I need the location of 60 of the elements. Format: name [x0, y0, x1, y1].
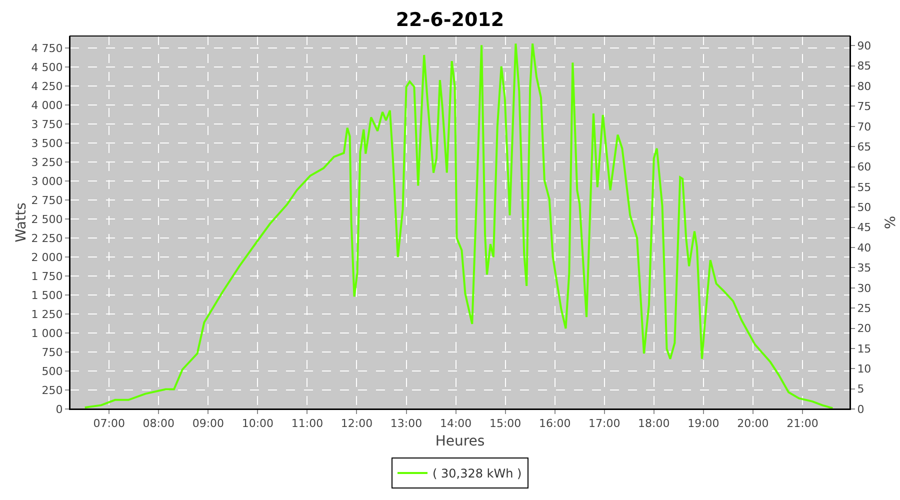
y-tick-label: 2 250: [31, 232, 63, 245]
x-tick-label: 08:00: [142, 417, 174, 430]
y2-tick-label: 70: [857, 120, 872, 134]
y2-tick-label: 35: [857, 262, 872, 275]
x-tick-label: 11:00: [291, 417, 324, 430]
y-axis-title: Watts: [13, 202, 30, 242]
y-tick-label: 2 750: [31, 194, 63, 207]
y-tick-label: 4 250: [31, 80, 63, 93]
x-tick-label: 18:00: [638, 417, 670, 430]
y-tick-label: 1 250: [31, 308, 63, 321]
y2-tick-label: 90: [857, 40, 872, 53]
y2-tick-label: 25: [857, 302, 872, 315]
y-tick-label: 750: [42, 346, 63, 359]
y2-tick-label: 85: [857, 60, 872, 73]
y2-tick-label: 45: [857, 221, 872, 234]
y-tick-label: 4 000: [31, 98, 63, 112]
x-tick-label: 15:00: [489, 417, 522, 430]
y2-tick-label: 75: [857, 100, 872, 114]
y2-tick-label: 20: [857, 322, 872, 336]
y2-tick-label: 80: [857, 80, 872, 93]
x-tick-label: 20:00: [737, 417, 769, 430]
y-tick-label: 3 000: [31, 174, 63, 188]
y2-tick-label: 30: [857, 282, 872, 295]
y-tick-label: 3 500: [31, 136, 63, 150]
x-tick-label: 14:00: [440, 417, 472, 430]
x-tick-label: 07:00: [93, 417, 125, 430]
line-series: [84, 42, 834, 409]
y2-tick-label: 10: [857, 362, 872, 376]
y2-tick-label: 60: [857, 160, 872, 174]
y-tick-label: 2 000: [31, 250, 63, 264]
x-tick-label: 19:00: [688, 417, 720, 430]
x-tick-label: 09:00: [192, 417, 224, 430]
y2-tick-label: 5: [857, 382, 864, 396]
y2-tick-label: 0: [857, 402, 864, 416]
x-axis-title: Heures: [435, 434, 485, 450]
y-tick-label: 1 500: [31, 288, 63, 302]
y-tick-label: 4 500: [31, 61, 63, 74]
y2-tick-label: 65: [857, 140, 872, 154]
y2-tick-label: 55: [857, 180, 872, 194]
y-tick-label: 3 250: [31, 156, 63, 169]
y2-tick-label: 15: [857, 342, 872, 356]
y-tick-label: 4 750: [31, 42, 63, 55]
y-tick-label: 3 750: [31, 118, 63, 131]
y2-axis-title: %: [883, 216, 899, 230]
y-tick-label: 1 000: [31, 326, 63, 340]
y2-tick-label: 50: [857, 201, 872, 214]
x-tick-label: 10:00: [242, 417, 274, 430]
x-tick-label: 16:00: [538, 417, 571, 430]
y-tick-label: 2 500: [31, 212, 63, 226]
y2-tick-label: 40: [857, 241, 872, 254]
x-tick-label: 13:00: [390, 417, 422, 430]
x-tick-label: 17:00: [588, 417, 620, 430]
chart-title: 22-6-2012: [396, 8, 504, 31]
y-tick-label: 500: [42, 364, 63, 378]
y-tick-label: 1 750: [31, 270, 63, 283]
legend-label: ( 30,328 kWh ): [432, 466, 522, 481]
y-tick-label: 250: [42, 384, 63, 397]
y-tick-label: 0: [56, 402, 63, 416]
x-tick-label: 12:00: [340, 417, 373, 430]
x-tick-label: 21:00: [786, 417, 818, 430]
